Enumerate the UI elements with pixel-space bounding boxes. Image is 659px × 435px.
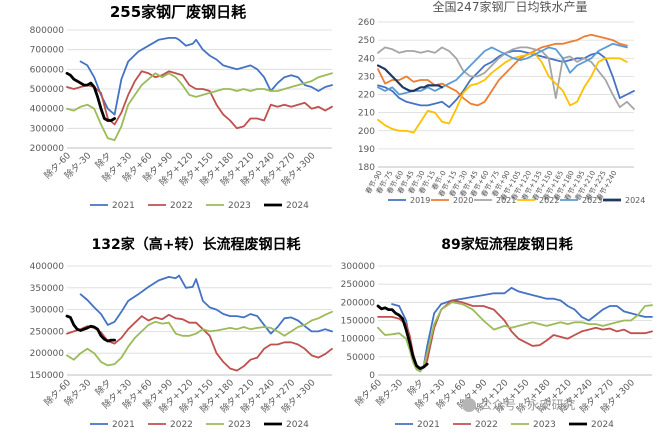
chart-title: 255家钢厂废钢日耗: [110, 3, 246, 21]
wechat-icon: [462, 398, 476, 412]
y-tick-label: 150000: [30, 371, 65, 381]
y-tick-label: 200000: [30, 349, 65, 359]
legend-label-2023: 2023: [533, 420, 556, 430]
series-line-2021: [79, 274, 333, 335]
y-tick-label: 400000: [30, 262, 65, 272]
series-line-2023: [377, 301, 653, 373]
series-line-2022: [377, 299, 653, 371]
series-line-2021: [79, 37, 333, 116]
y-tick-label: 150000: [341, 317, 376, 327]
y-tick-label: 190: [358, 145, 375, 155]
y-tick-label: 260: [358, 18, 375, 28]
y-tick-label: 600000: [30, 65, 65, 75]
legend-label-2024: 2024: [286, 201, 309, 211]
series-line-2022: [377, 51, 628, 134]
legend-label-2020: 2020: [453, 196, 473, 205]
legend-label-2024: 2024: [591, 420, 614, 430]
y-tick-label: 250: [358, 36, 375, 46]
legend-label-2021: 2021: [496, 196, 516, 205]
legend-label-2021: 2021: [112, 201, 135, 211]
legend-label-2019: 2019: [410, 196, 430, 205]
series-line-2024: [65, 71, 116, 122]
y-tick-label: 300000: [30, 124, 65, 134]
series-line-2024: [65, 314, 116, 343]
y-tick-label: 240: [358, 54, 375, 64]
series-line-2024: [376, 304, 429, 370]
series-line-2020: [377, 33, 628, 107]
legend-label-2023: 2023: [582, 196, 602, 205]
y-tick-label: 400000: [30, 105, 65, 115]
y-tick-label: 300000: [341, 262, 376, 272]
y-tick-label: 800000: [30, 26, 65, 36]
legend-label-2022: 2022: [475, 420, 498, 430]
legend-label-2022: 2022: [170, 201, 193, 211]
series-line-2019: [377, 50, 635, 109]
y-tick-label: 210: [358, 109, 375, 119]
watermark: 公众号 · 永安研究: [462, 396, 575, 413]
legend-label-2022: 2022: [539, 196, 559, 205]
legend-label-2023: 2023: [228, 420, 251, 430]
series-line-2021: [377, 46, 635, 110]
y-tick-label: 220: [358, 91, 375, 101]
chart-title: 132家（高+转）长流程废钢日耗: [92, 236, 301, 253]
y-tick-label: 250000: [30, 327, 65, 337]
y-tick-label: 350000: [30, 284, 65, 294]
y-tick-label: 700000: [30, 46, 65, 56]
chart-title: 全国247家钢厂日均铁水产量: [433, 0, 588, 14]
y-tick-label: 50000: [346, 353, 375, 363]
chart-panel-2: 全国247家钢厂日均铁水产量 180 190 200 210 220 230 240 250 26…: [358, 0, 646, 205]
y-tick-label: 200: [358, 127, 375, 137]
series-line-2023: [377, 42, 628, 96]
chart-panel-1: 255家钢厂废钢日耗 200000 300000 400000 500000 600000…: [30, 3, 333, 211]
legend-label-2023: 2023: [228, 201, 251, 211]
legend-label-2022: 2022: [170, 420, 193, 430]
series-line-2023: [66, 72, 333, 142]
y-tick-label: 300000: [30, 306, 65, 316]
y-tick-label: 0: [369, 371, 375, 381]
y-tick-label: 230: [358, 72, 375, 82]
legend-label-2021: 2021: [417, 420, 440, 430]
chart-title: 89家短流程废钢日耗: [441, 236, 572, 253]
chart-panel-3: 132家（高+转）长流程废钢日耗 150000 200000 250000 300000…: [30, 236, 333, 430]
legend-label-2024: 2024: [625, 196, 645, 205]
y-tick-label: 200000: [30, 144, 65, 154]
y-tick-label: 200000: [341, 298, 376, 308]
y-tick-label: 180: [358, 163, 375, 173]
legend-label-2024: 2024: [286, 420, 309, 430]
series-line-2024: [376, 64, 444, 93]
y-tick-label: 100000: [341, 335, 376, 345]
series-line-2022: [66, 313, 333, 372]
y-tick-label: 500000: [30, 85, 65, 95]
watermark-text: 公众号 · 永安研究: [480, 398, 576, 412]
legend-label-2021: 2021: [112, 420, 135, 430]
series-line-2023: [66, 310, 333, 367]
y-tick-label: 250000: [341, 280, 376, 290]
